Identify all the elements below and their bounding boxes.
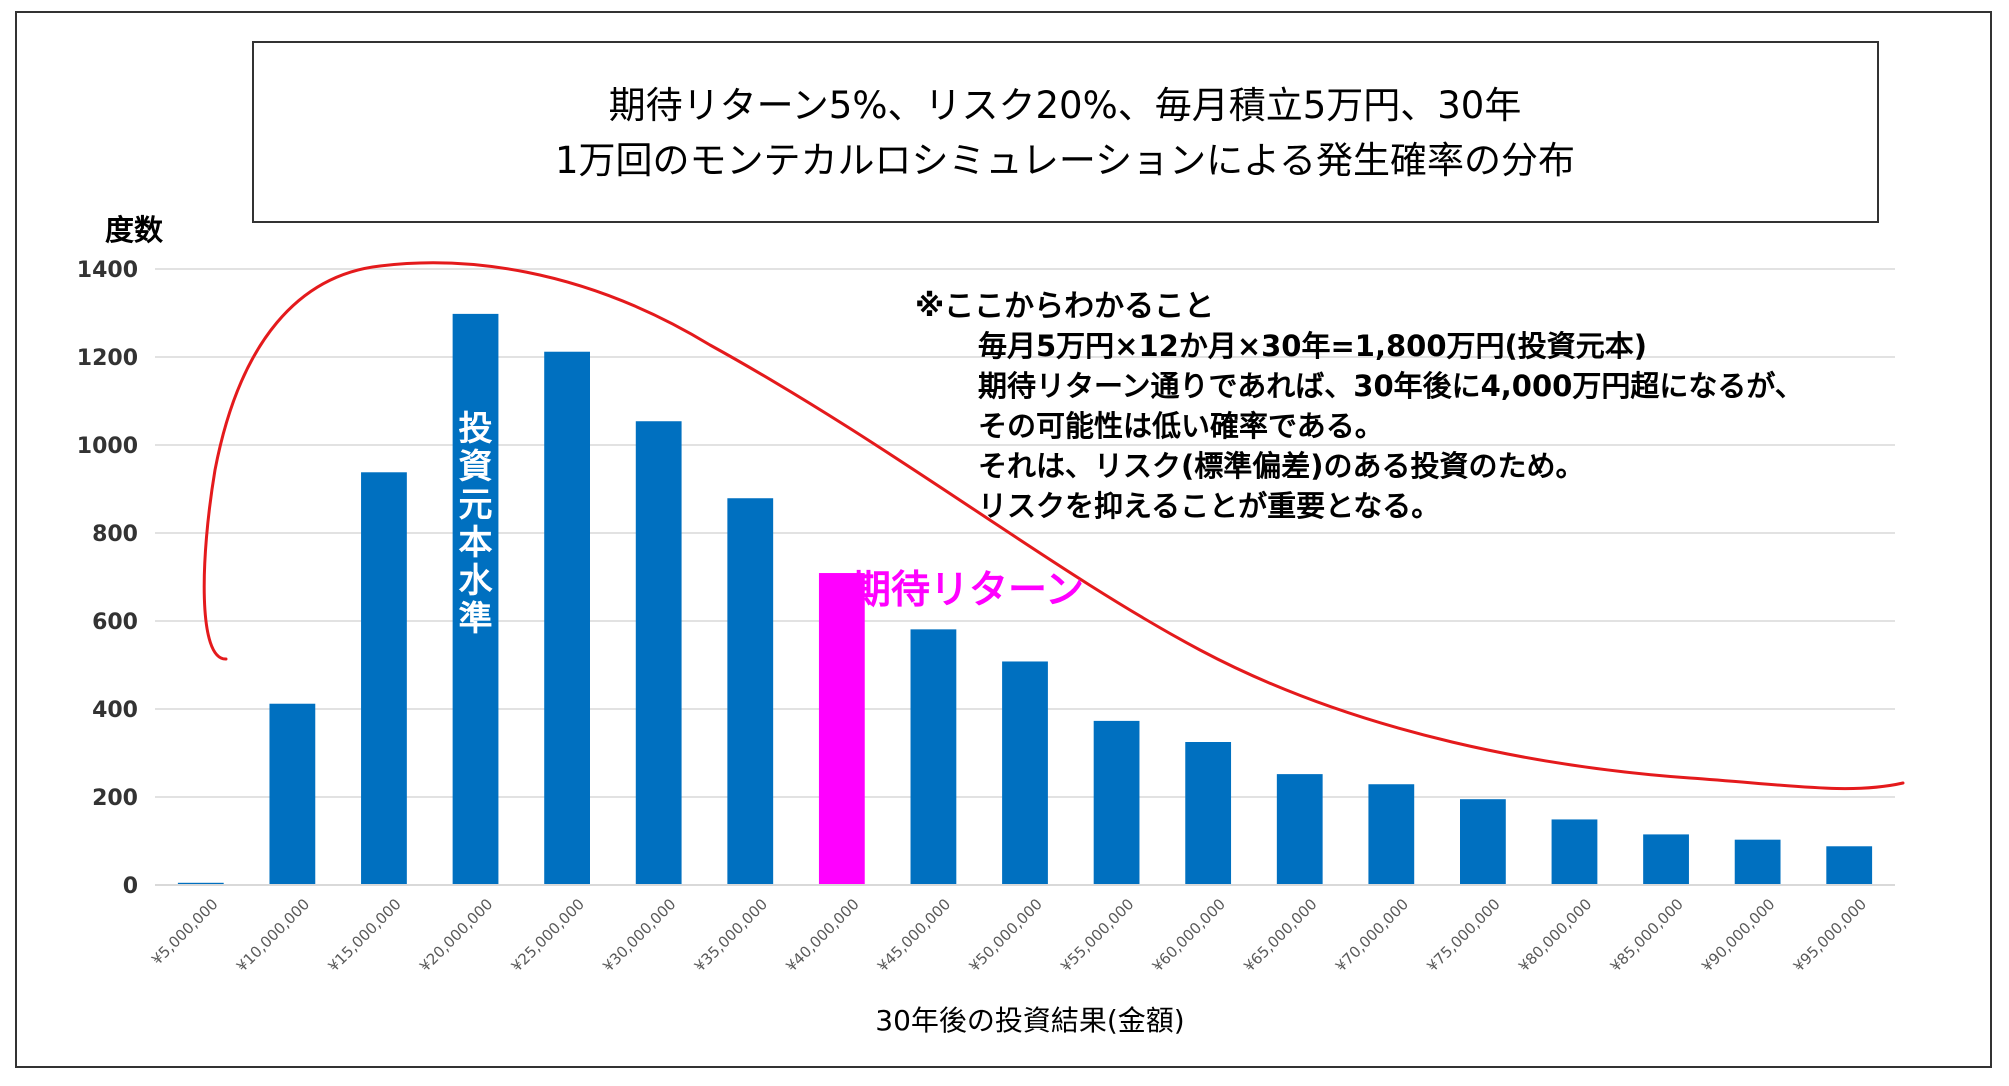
x-tick-label: ¥85,000,000 <box>1607 895 1687 975</box>
note-line-2: 期待リターン通りであれば、30年後に4,000万円超になるが、 <box>978 369 1804 403</box>
note-line-4: それは、リスク(標準偏差)のある投資のため。 <box>978 449 1585 483</box>
bar <box>269 703 316 885</box>
x-tick-label: ¥30,000,000 <box>599 895 679 975</box>
y-tick-label: 800 <box>92 522 138 547</box>
x-tick-label: ¥65,000,000 <box>1240 895 1320 975</box>
x-tick-label: ¥5,000,000 <box>148 895 221 968</box>
title-box <box>252 41 1879 223</box>
bar <box>1002 661 1048 885</box>
x-axis-title: 30年後の投資結果(金額) <box>875 1004 1184 1037</box>
bar <box>1185 742 1232 885</box>
y-tick-label: 600 <box>92 610 138 635</box>
bar <box>177 882 224 885</box>
bar <box>361 472 407 885</box>
x-tick-label: ¥95,000,000 <box>1790 895 1870 975</box>
y-tick-label: 1200 <box>77 346 138 371</box>
x-tick-label: ¥10,000,000 <box>233 895 313 975</box>
x-tick-label: ¥75,000,000 <box>1424 895 1504 975</box>
principal-level-char: 元 <box>459 485 493 525</box>
bar <box>1093 720 1140 885</box>
x-tick-label: ¥50,000,000 <box>966 895 1046 975</box>
chart-title-line-1: 期待リターン5%、リスク20%、毎月積立5万円、30年 <box>609 84 1522 127</box>
y-tick-label: 1400 <box>77 258 138 283</box>
chart-title-line-2: 1万回のモンテカルロシミュレーションによる発生確率の分布 <box>555 139 1575 182</box>
x-tick-label: ¥55,000,000 <box>1057 895 1137 975</box>
x-tick-label: ¥45,000,000 <box>874 895 954 975</box>
y-tick-label: 200 <box>92 786 138 811</box>
bar <box>1826 846 1873 885</box>
x-tick-label: ¥60,000,000 <box>1149 895 1229 975</box>
x-tick-label: ¥90,000,000 <box>1698 895 1778 975</box>
note-line-1: 毎月5万円×12か月×30年=1,800万円(投資元本) <box>978 329 1647 363</box>
expected-return-annotation: 期待リターン <box>852 568 1084 613</box>
notes-header: ※ここからわかること <box>915 289 1214 324</box>
bar-expected-return <box>818 573 865 885</box>
y-tick-label: 400 <box>92 698 138 723</box>
bar <box>635 421 682 885</box>
bar <box>1551 819 1598 885</box>
x-tick-label: ¥35,000,000 <box>691 895 771 975</box>
principal-level-char: 本 <box>459 523 493 563</box>
distribution-curve <box>202 261 1905 791</box>
bar <box>452 313 499 885</box>
bar <box>910 629 957 885</box>
bars <box>177 313 1873 886</box>
x-tick-label: ¥20,000,000 <box>416 895 496 975</box>
bar <box>1734 839 1781 885</box>
x-tick-label: ¥15,000,000 <box>325 895 405 975</box>
y-tick-labels: 0 200 400 600 800 1000 1200 1400 <box>77 258 138 899</box>
bar <box>1368 784 1415 885</box>
outer-border <box>15 11 1992 1068</box>
y-tick-label: 1000 <box>77 434 138 459</box>
principal-level-char: 準 <box>459 599 493 639</box>
bar <box>1643 834 1689 885</box>
x-tick-label: ¥70,000,000 <box>1332 895 1412 975</box>
x-tick-label: ¥25,000,000 <box>508 895 588 975</box>
x-tick-label: ¥80,000,000 <box>1515 895 1595 975</box>
bar <box>727 498 774 885</box>
y-tick-label: 0 <box>123 874 138 899</box>
y-axis-title: 度数 <box>105 213 164 247</box>
note-line-3: その可能性は低い確率である。 <box>978 409 1384 443</box>
note-line-5: リスクを抑えることが重要となる。 <box>978 489 1440 523</box>
bar <box>1460 799 1506 885</box>
x-tick-label: ¥40,000,000 <box>782 895 862 975</box>
bar <box>544 351 590 886</box>
x-tick-labels: ¥5,000,000 ¥10,000,000 ¥15,000,000 ¥20,000,… <box>148 895 1870 975</box>
gridlines <box>155 268 1895 798</box>
principal-level-char: 資 <box>459 447 493 487</box>
principal-level-char: 投 <box>459 409 493 449</box>
principal-level-char: 水 <box>459 561 494 601</box>
bar <box>1276 774 1323 885</box>
